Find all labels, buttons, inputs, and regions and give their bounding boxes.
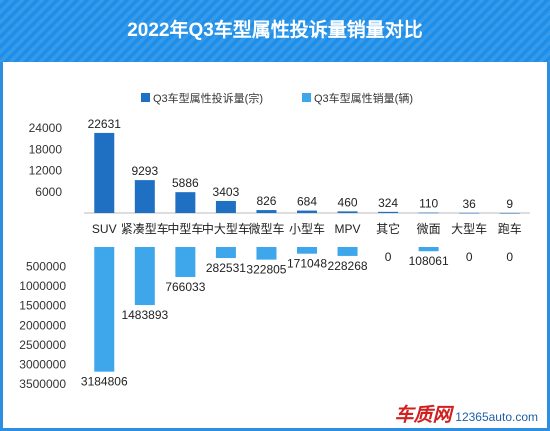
top-axis-tick-0: 6000 — [35, 185, 62, 199]
legend-label-complaints: Q3车型属性投诉量(宗) — [153, 91, 263, 105]
complaint-label-5: 684 — [297, 195, 317, 209]
top-y-axis: 6000 12000 18000 24000 — [29, 121, 530, 214]
category-label-3: 中大型车 — [202, 221, 250, 236]
sales-bar-0 — [94, 247, 115, 372]
category-label-4: 微型车 — [248, 221, 284, 236]
complaint-labels: 22631 9293 5886 3403 826 684 460 324 110 36 9 — [88, 117, 514, 211]
sales-label-3: 282531 — [206, 261, 246, 275]
bottom-axis-tick-0: 500000 — [26, 260, 66, 274]
sales-label-2: 766033 — [165, 280, 205, 294]
complaint-label-10: 9 — [506, 197, 513, 211]
bottom-axis-tick-5: 3000000 — [19, 357, 66, 371]
complaint-label-4: 826 — [256, 194, 276, 208]
watermark-site: 12365auto.com — [455, 410, 538, 424]
sales-label-7: 0 — [385, 250, 392, 264]
complaint-label-1: 9293 — [131, 164, 158, 178]
complaint-label-9: 36 — [463, 197, 477, 211]
category-label-10: 跑车 — [498, 221, 522, 236]
category-label-1: 紧凑型车 — [121, 221, 169, 236]
complaint-bar-4 — [256, 210, 277, 213]
category-label-2: 中型车 — [167, 221, 203, 236]
complaint-label-2: 5886 — [172, 176, 199, 190]
legend-swatch-sales — [302, 93, 311, 102]
top-axis-tick-2: 18000 — [29, 142, 63, 156]
bottom-y-axis: 500000 1000000 1500000 2000000 2500000 300000… — [19, 260, 66, 391]
bottom-axis-tick-2: 1500000 — [19, 299, 66, 313]
sales-bar-3 — [215, 247, 236, 259]
category-label-9: 大型车 — [451, 221, 487, 236]
category-label-8: 微面 — [417, 222, 441, 236]
sales-bar-6 — [337, 247, 358, 256]
sales-bars — [94, 247, 439, 372]
complaint-bar-0 — [94, 132, 115, 213]
complaint-bar-1 — [134, 180, 155, 213]
sales-label-5: 171048 — [287, 257, 327, 271]
watermark: 车质网 12365auto.com — [395, 400, 538, 427]
complaint-label-7: 324 — [378, 196, 398, 210]
complaint-bar-9 — [459, 212, 480, 214]
sales-label-8: 108061 — [409, 254, 449, 268]
sales-label-4: 322805 — [246, 263, 286, 277]
category-label-5: 小型车 — [289, 221, 325, 236]
title-banner — [0, 0, 550, 62]
complaint-label-8: 110 — [419, 197, 438, 211]
complaint-label-6: 460 — [338, 195, 358, 209]
complaint-bar-3 — [215, 200, 236, 213]
category-label-0: SUV — [92, 222, 117, 236]
sales-bar-4 — [256, 247, 277, 260]
category-label-6: MPV — [335, 222, 361, 236]
bottom-axis-tick-4: 2500000 — [19, 338, 66, 352]
top-axis-tick-3: 24000 — [29, 121, 63, 135]
legend-label-sales: Q3车型属性销量(辆) — [314, 91, 413, 105]
complaint-bars — [94, 132, 520, 214]
sales-label-6: 228268 — [328, 259, 368, 273]
sales-label-0: 3184806 — [81, 375, 128, 389]
bottom-axis-tick-1: 1000000 — [19, 279, 66, 293]
sales-bar-1 — [134, 247, 155, 306]
legend-swatch-complaints — [141, 93, 150, 102]
sales-bar-8 — [418, 247, 439, 252]
bottom-axis-tick-6: 3500000 — [19, 377, 66, 391]
sales-label-9: 0 — [466, 250, 473, 264]
chart-title: 2022年Q3车型属性投诉量销量对比 — [127, 20, 423, 41]
watermark-brand: 车质网 — [394, 405, 452, 426]
sales-label-10: 0 — [506, 250, 513, 264]
sales-label-1: 1483893 — [121, 308, 168, 322]
complaint-bar-7 — [378, 211, 399, 213]
complaint-label-3: 3403 — [213, 185, 240, 199]
complaint-bar-5 — [297, 210, 317, 213]
complaint-bar-10 — [499, 212, 520, 214]
complaint-bar-8 — [418, 212, 439, 214]
top-axis-tick-1: 12000 — [29, 164, 63, 178]
sales-bar-5 — [297, 247, 317, 254]
sales-bar-2 — [175, 247, 196, 277]
complaint-bar-6 — [337, 211, 358, 213]
complaint-label-0: 22631 — [88, 117, 122, 131]
bottom-axis-tick-3: 2000000 — [19, 318, 66, 332]
complaint-bar-2 — [175, 192, 196, 213]
category-label-7: 其它 — [376, 221, 400, 236]
legend: Q3车型属性投诉量(宗) Q3车型属性销量(辆) — [141, 91, 413, 105]
